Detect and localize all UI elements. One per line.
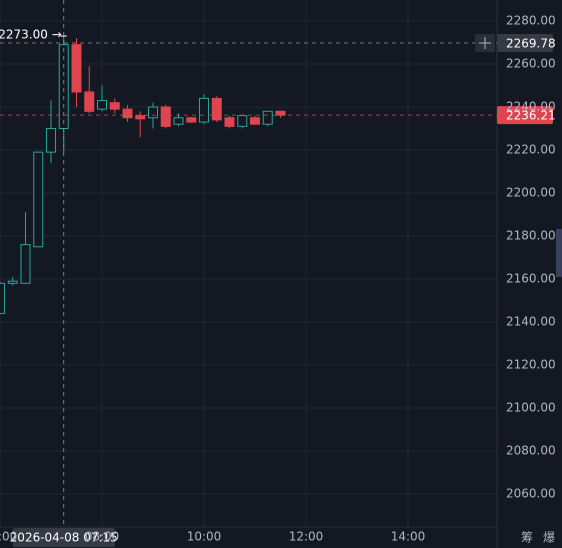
candle-body	[0, 282, 5, 314]
x-tick-label: 08:00	[85, 530, 120, 544]
y-tick-label: 2240.00	[506, 100, 556, 114]
y-tick-label: 2060.00	[506, 486, 556, 500]
toolbar-button[interactable]: 爆	[543, 531, 555, 545]
y-tick-label: 2120.00	[506, 357, 556, 371]
candle-body	[211, 97, 222, 121]
y-tick-label: 2180.00	[506, 229, 556, 243]
high-marker-label: 2273.00 →	[0, 28, 62, 42]
y-tick-label: 2260.00	[506, 57, 556, 71]
candle-body	[237, 115, 248, 127]
candle-body	[135, 115, 146, 120]
candle-body	[7, 280, 18, 284]
add-icon	[479, 36, 491, 49]
crosshair-x-box	[12, 528, 115, 547]
y-tick-label: 2220.00	[506, 143, 556, 157]
candle-body	[275, 110, 286, 116]
candle-body	[97, 100, 107, 110]
candle-body	[199, 97, 209, 123]
candle-body	[262, 110, 273, 125]
toolbar-button[interactable]: 筹	[521, 531, 533, 545]
candle-body	[148, 106, 158, 119]
crosshair-y-label: 2269.78	[506, 36, 556, 50]
candle-body	[186, 117, 197, 123]
crosshair-x-label: 2026-04-08 07:15	[10, 531, 118, 545]
x-tick-label: 10:00	[187, 530, 222, 544]
candle-body	[250, 117, 260, 125]
candle-body	[33, 151, 44, 248]
y-tick-label: 2200.00	[506, 186, 556, 200]
candle-body	[109, 102, 120, 110]
y-tick-label: 2140.00	[506, 314, 556, 328]
x-tick-label: 06:00	[0, 530, 17, 544]
candle-body	[122, 108, 133, 119]
candle-body	[46, 128, 56, 153]
candle-body	[71, 44, 82, 93]
candle-body	[173, 117, 184, 125]
side-tab[interactable]	[556, 229, 562, 277]
x-tick-label: 12:00	[289, 530, 324, 544]
candle-body	[84, 91, 95, 112]
crosshair-y-box	[497, 33, 553, 52]
y-tick-label: 2080.00	[506, 443, 556, 457]
x-tick-label: 14:00	[391, 530, 426, 544]
candle-body	[20, 244, 31, 284]
last-price-box	[497, 106, 553, 125]
y-tick-label: 2100.00	[506, 400, 556, 414]
candle-body	[160, 106, 171, 127]
last-price-label: 2236.21	[506, 109, 556, 123]
y-tick-label: 2160.00	[506, 271, 556, 285]
y-tick-label: 2280.00	[506, 14, 556, 28]
candle-body	[224, 117, 235, 127]
